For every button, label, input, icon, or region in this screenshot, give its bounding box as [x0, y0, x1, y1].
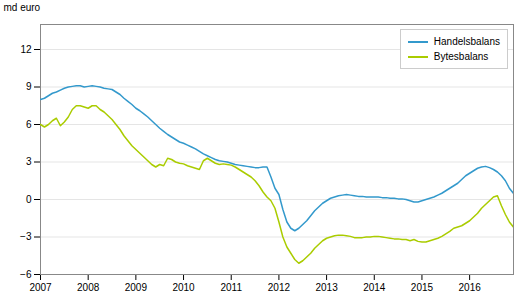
svg-text:md euro: md euro	[4, 2, 41, 13]
svg-text:2007: 2007	[29, 282, 52, 293]
svg-text:2016: 2016	[459, 282, 482, 293]
svg-text:9: 9	[26, 81, 32, 92]
svg-text:−6: −6	[20, 269, 32, 280]
svg-text:12: 12	[20, 44, 32, 55]
svg-text:−3: −3	[20, 231, 32, 242]
svg-text:2010: 2010	[172, 282, 195, 293]
svg-text:2008: 2008	[77, 282, 100, 293]
svg-text:3: 3	[26, 156, 32, 167]
svg-text:2013: 2013	[315, 282, 338, 293]
svg-text:2014: 2014	[363, 282, 386, 293]
html-text:Bytesbalans: Bytesbalans	[433, 51, 489, 62]
svg-text:2009: 2009	[125, 282, 148, 293]
svg-text:2011: 2011	[220, 282, 242, 293]
svg-text:0: 0	[26, 194, 32, 205]
svg-text:2012: 2012	[268, 282, 291, 293]
svg-text:2015: 2015	[411, 282, 434, 293]
svg-text:6: 6	[26, 119, 32, 130]
html-text:Handelsbalans: Handelsbalans	[433, 36, 500, 47]
